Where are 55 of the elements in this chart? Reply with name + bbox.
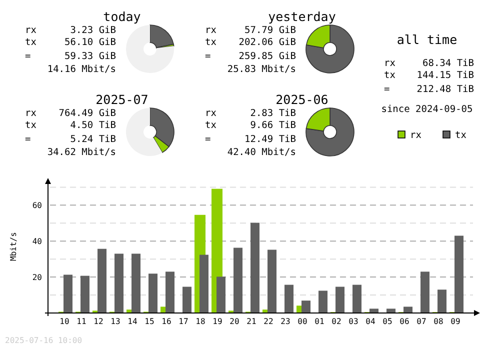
legend-label: rx (410, 130, 422, 141)
text: tx 4.50 TiB (25, 120, 116, 131)
x-tick-label: 02 (332, 317, 342, 326)
text: rx 2.83 TiB (205, 108, 296, 119)
chart-title: 2025-06 (276, 92, 328, 107)
text: 42.40 Mbit/s (227, 147, 296, 158)
x-tick-label: 09 (450, 317, 460, 326)
y-tick-label: 60 (32, 201, 42, 210)
text: 14.16 Mbit/s (47, 64, 116, 75)
x-tick-label: 18 (196, 317, 206, 326)
x-tick-label: 13 (110, 317, 120, 326)
text: tx 202.06 GiB (205, 37, 296, 48)
x-tick-label: 03 (348, 317, 358, 326)
x-tick-label: 11 (76, 317, 86, 326)
text: tx 144.15 TiB (384, 70, 474, 81)
text: = 12.49 TiB (205, 134, 296, 145)
x-tick-label: 12 (94, 317, 104, 326)
chart-title: yesterday (268, 9, 336, 24)
text: 34.62 Mbit/s (47, 147, 116, 158)
x-tick-label: 15 (144, 317, 154, 326)
x-tick-label: 00 (298, 317, 308, 326)
text: 25.83 Mbit/s (227, 64, 296, 75)
text: = 5.24 TiB (25, 134, 116, 145)
x-tick-label: 17 (178, 317, 188, 326)
text: rx 764.49 GiB (25, 108, 116, 119)
x-tick-label: 06 (400, 317, 410, 326)
legend-label: tx (455, 130, 467, 141)
x-tick-label: 01 (314, 317, 324, 326)
x-tick-label: 14 (128, 317, 138, 326)
text: all time (396, 32, 458, 47)
text: rx 68.34 TiB (384, 58, 474, 69)
text: tx 9.66 TiB (205, 120, 296, 131)
x-tick-label: 23 (280, 317, 290, 326)
text: since 2024-09-05 (381, 104, 473, 115)
x-tick-label: 04 (366, 317, 376, 326)
y-tick-label: 40 (32, 237, 42, 246)
x-tick-label: 22 (264, 317, 274, 326)
text: = 212.48 TiB (384, 84, 474, 95)
x-tick-label: 05 (382, 317, 392, 326)
y-tick-label: 20 (32, 273, 42, 282)
chart-title: 2025-07 (96, 92, 148, 107)
x-tick-label: 20 (230, 317, 240, 326)
x-tick-label: 08 (434, 317, 444, 326)
text: = 259.85 GiB (205, 51, 296, 62)
x-tick-label: 19 (212, 317, 222, 326)
x-tick-label: 21 (246, 317, 256, 326)
y-axis-title: Mbit/s (9, 232, 18, 261)
x-tick-label: 16 (162, 317, 172, 326)
chart-title: today (103, 9, 142, 24)
text: tx 56.10 GiB (25, 37, 116, 48)
text: = 59.33 GiB (25, 51, 116, 62)
x-tick-label: 10 (60, 317, 70, 326)
text: rx 3.23 GiB (25, 25, 116, 36)
text: rx 57.79 GiB (205, 25, 296, 36)
x-tick-label: 07 (416, 317, 426, 326)
